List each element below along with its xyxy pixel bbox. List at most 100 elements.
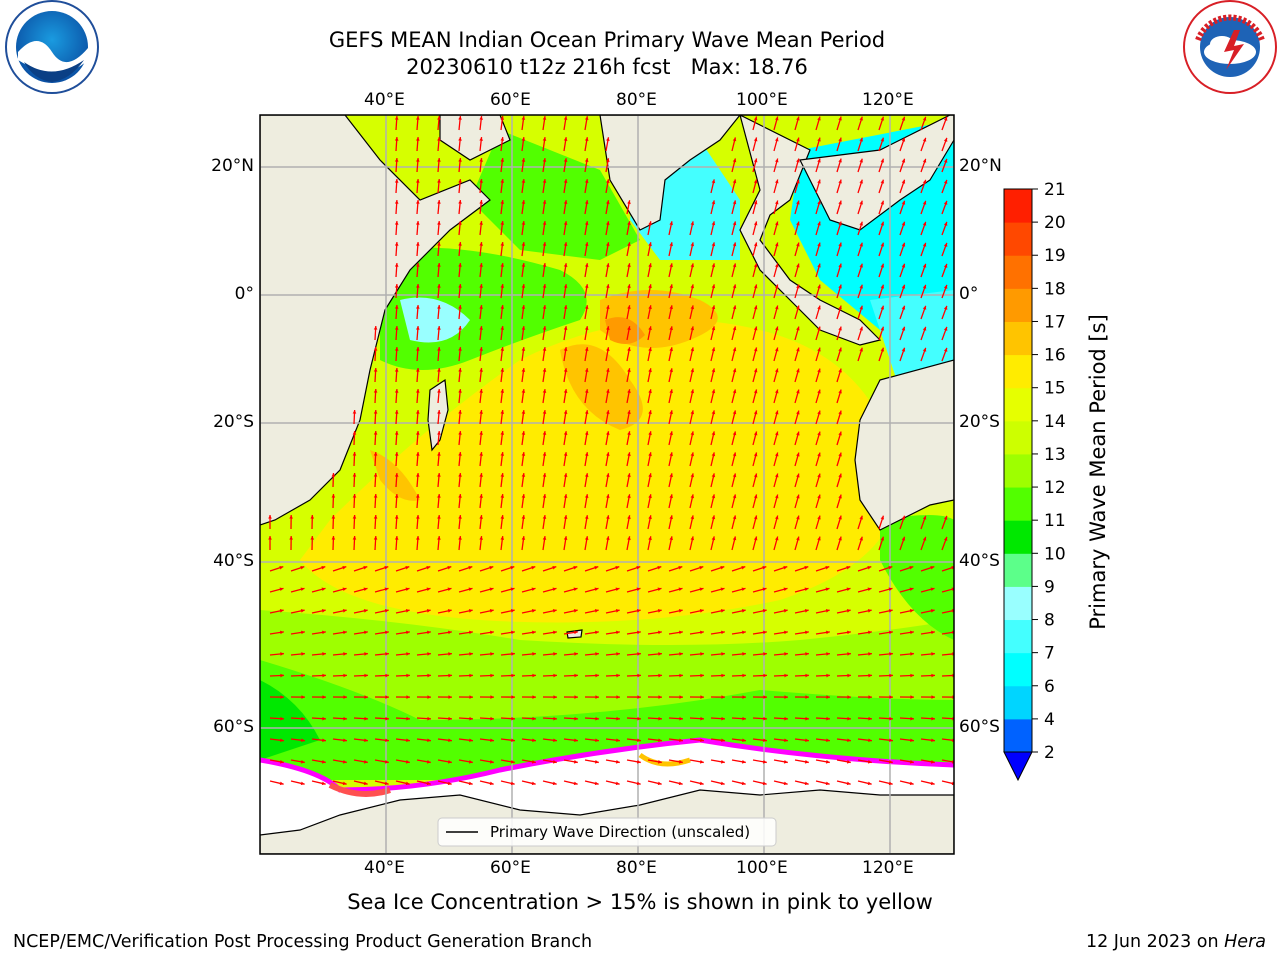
wave-arrow-head (563, 410, 568, 414)
wave-arrow-head (426, 587, 431, 592)
wave-arrow-head (880, 200, 885, 205)
wave-arrow-head (574, 673, 578, 678)
wave-arrow-head (490, 652, 494, 656)
wave-arrow-head (901, 242, 906, 247)
wave-arrow-head (394, 494, 399, 498)
wave-arrow-head (500, 200, 505, 204)
lon-tick-top: 40°E (364, 90, 405, 110)
wave-arrow-head (783, 587, 788, 592)
wave-arrow-head (363, 609, 368, 613)
wave-arrow-head (784, 630, 788, 635)
wave-arrow-head (648, 242, 652, 247)
wave-arrow-head (774, 242, 779, 247)
wave-arrow-head (648, 347, 652, 352)
footer-date: 12 Jun 2023 on Hera (1086, 932, 1266, 952)
wave-arrow-head (416, 263, 420, 267)
wave-arrow-head (825, 760, 830, 764)
wave-arrow-head (669, 515, 673, 520)
wave-arrow-head (416, 347, 420, 351)
wave-arrow-head (796, 494, 800, 499)
wave-arrow-head (804, 587, 809, 592)
wave-arrow-head (796, 284, 800, 289)
wave-arrow-head (804, 565, 809, 570)
wave-arrow-head (437, 137, 441, 141)
wave-arrow-head (563, 347, 568, 351)
wave-arrow-head (636, 565, 641, 570)
wave-arrow-head (774, 200, 779, 205)
wave-arrow-head (584, 326, 589, 331)
wave-arrow-head (489, 587, 494, 592)
wave-arrow-head (594, 609, 599, 613)
wave-arrow-head (584, 305, 589, 310)
wave-arrow-head (606, 200, 610, 205)
wave-arrow-head (394, 158, 399, 162)
colorbar-tick-label: 21 (1044, 180, 1066, 200)
lat-tick-left: 20°S (213, 412, 254, 432)
wave-arrow-head (331, 536, 336, 540)
wave-arrow-head (889, 652, 893, 656)
wave-arrow-head (796, 431, 800, 436)
wave-arrow-head (479, 242, 483, 246)
wave-arrow-head (763, 738, 767, 743)
lon-tick-top: 100°E (736, 90, 788, 110)
wave-arrow-head (700, 738, 704, 743)
wave-arrow-head (373, 431, 378, 435)
wave-arrow-head (405, 609, 410, 613)
wave-arrow-head (742, 673, 746, 678)
wave-arrow-head (732, 347, 737, 352)
colorbar-segment (1004, 354, 1032, 389)
colorbar-segment (1004, 685, 1032, 720)
wave-arrow-head (721, 695, 725, 699)
wave-arrow-head (880, 515, 885, 520)
wave-arrow-head (669, 242, 673, 247)
wave-arrow-head (859, 326, 863, 331)
wave-arrow-head (511, 716, 515, 721)
wave-arrow-head (500, 410, 505, 414)
wave-arrow-head (531, 565, 536, 570)
wave-arrow-head (606, 515, 610, 520)
wave-arrow-head (606, 263, 610, 268)
wave-arrow-head (437, 242, 441, 246)
wave-arrow-head (458, 515, 462, 519)
wave-arrow-head (363, 781, 368, 786)
wave-arrow-head (385, 695, 389, 699)
wave-arrow-head (690, 242, 695, 247)
wave-arrow-head (300, 760, 305, 764)
colorbar-segment (1004, 619, 1032, 654)
wave-arrow-head (679, 716, 683, 721)
wave-arrow-head (846, 760, 851, 764)
wave-arrow-head (796, 536, 800, 541)
legend: Primary Wave Direction (unscaled) (437, 817, 777, 847)
wave-arrow-head (448, 695, 452, 699)
wave-arrow-head (574, 630, 578, 635)
wave-arrow-head (732, 200, 737, 205)
wave-arrow-head (762, 587, 767, 592)
wave-arrow-head (352, 494, 357, 498)
wave-arrow-head (416, 473, 420, 477)
wave-arrow-head (699, 609, 704, 613)
wave-arrow-head (531, 760, 536, 764)
colorbar-tick-label: 18 (1044, 279, 1066, 299)
wave-arrow-head (521, 452, 526, 456)
lon-tick-top: 80°E (616, 90, 657, 110)
wave-arrow-head (394, 431, 399, 435)
wave-arrow-head (796, 200, 800, 205)
colorbar-segment (1004, 189, 1032, 223)
wave-arrow-head (732, 431, 737, 436)
wave-arrow-head (753, 473, 758, 478)
wave-arrow-head (679, 630, 683, 635)
wave-arrow-head (310, 515, 315, 519)
chart-title: GEFS MEAN Indian Ocean Primary Wave Mean… (328, 28, 886, 52)
wave-arrow-head (437, 200, 441, 204)
wave-arrow-head (542, 263, 547, 267)
wave-arrow-head (468, 565, 473, 570)
lat-tick-left: 0° (234, 284, 254, 304)
wave-arrow-head (405, 781, 410, 786)
wave-arrow-head (563, 158, 568, 162)
wave-arrow-head (690, 431, 695, 436)
wave-arrow-head (699, 565, 704, 570)
wave-arrow-head (279, 587, 284, 592)
wave-arrow-head (817, 389, 821, 394)
wave-arrow-head (394, 200, 399, 204)
wave-arrow-head (868, 652, 872, 656)
